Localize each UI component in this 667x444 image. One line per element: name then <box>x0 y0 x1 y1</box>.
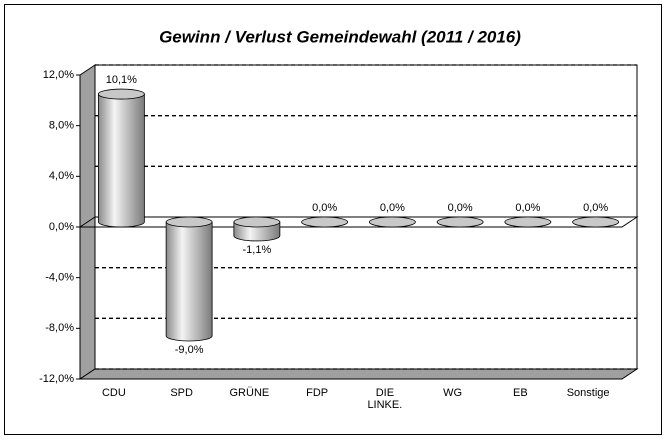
bar-part <box>436 216 484 228</box>
y-tick-label: -12,0% <box>39 373 74 385</box>
bar <box>504 216 552 228</box>
x-tick-label: Sonstige <box>567 387 610 399</box>
x-tick-label: WG <box>443 387 462 399</box>
y-tick-label: 12,0% <box>43 69 74 81</box>
data-label: 10,1% <box>106 74 137 86</box>
data-label: 0,0% <box>583 202 608 214</box>
y-tick-label: 0,0% <box>49 221 74 233</box>
x-tick-label: CDU <box>102 387 126 399</box>
y-tick-label: 4,0% <box>49 170 74 182</box>
zero-plane <box>78 216 639 228</box>
bar <box>165 216 213 342</box>
x-tick-label: SPD <box>170 387 193 399</box>
y-tick-label: -4,0% <box>45 272 74 284</box>
x-tick-label: GRÜNE <box>230 387 270 399</box>
data-label: 0,0% <box>380 202 405 214</box>
y-tick-label: 8,0% <box>49 120 74 132</box>
x-tick-label: EB <box>513 387 528 399</box>
bar-part <box>97 93 145 228</box>
bar <box>301 216 349 228</box>
bar-part <box>233 216 281 228</box>
bar <box>97 88 145 228</box>
bar <box>436 216 484 228</box>
floor <box>78 368 639 380</box>
bar-part <box>572 216 620 228</box>
bar-part <box>301 216 349 228</box>
bar-part <box>97 88 145 100</box>
bar <box>368 216 416 228</box>
data-label: 0,0% <box>448 202 473 214</box>
x-tick-label: DIE LINKE. <box>367 387 402 411</box>
bar <box>572 216 620 228</box>
chart-title: Gewinn / Verlust Gemeindewahl (2011 / 20… <box>159 27 521 46</box>
y-tick-label: -8,0% <box>45 322 74 334</box>
bar <box>233 216 281 242</box>
bar-part <box>165 216 213 228</box>
data-label: 0,0% <box>312 202 337 214</box>
bar-part <box>368 216 416 228</box>
x-tick-label: FDP <box>306 387 328 399</box>
bar-part <box>165 221 213 342</box>
bar-part <box>504 216 552 228</box>
data-label: 0,0% <box>515 202 540 214</box>
data-label: -9,0% <box>175 344 204 356</box>
data-label: -1,1% <box>243 244 272 256</box>
